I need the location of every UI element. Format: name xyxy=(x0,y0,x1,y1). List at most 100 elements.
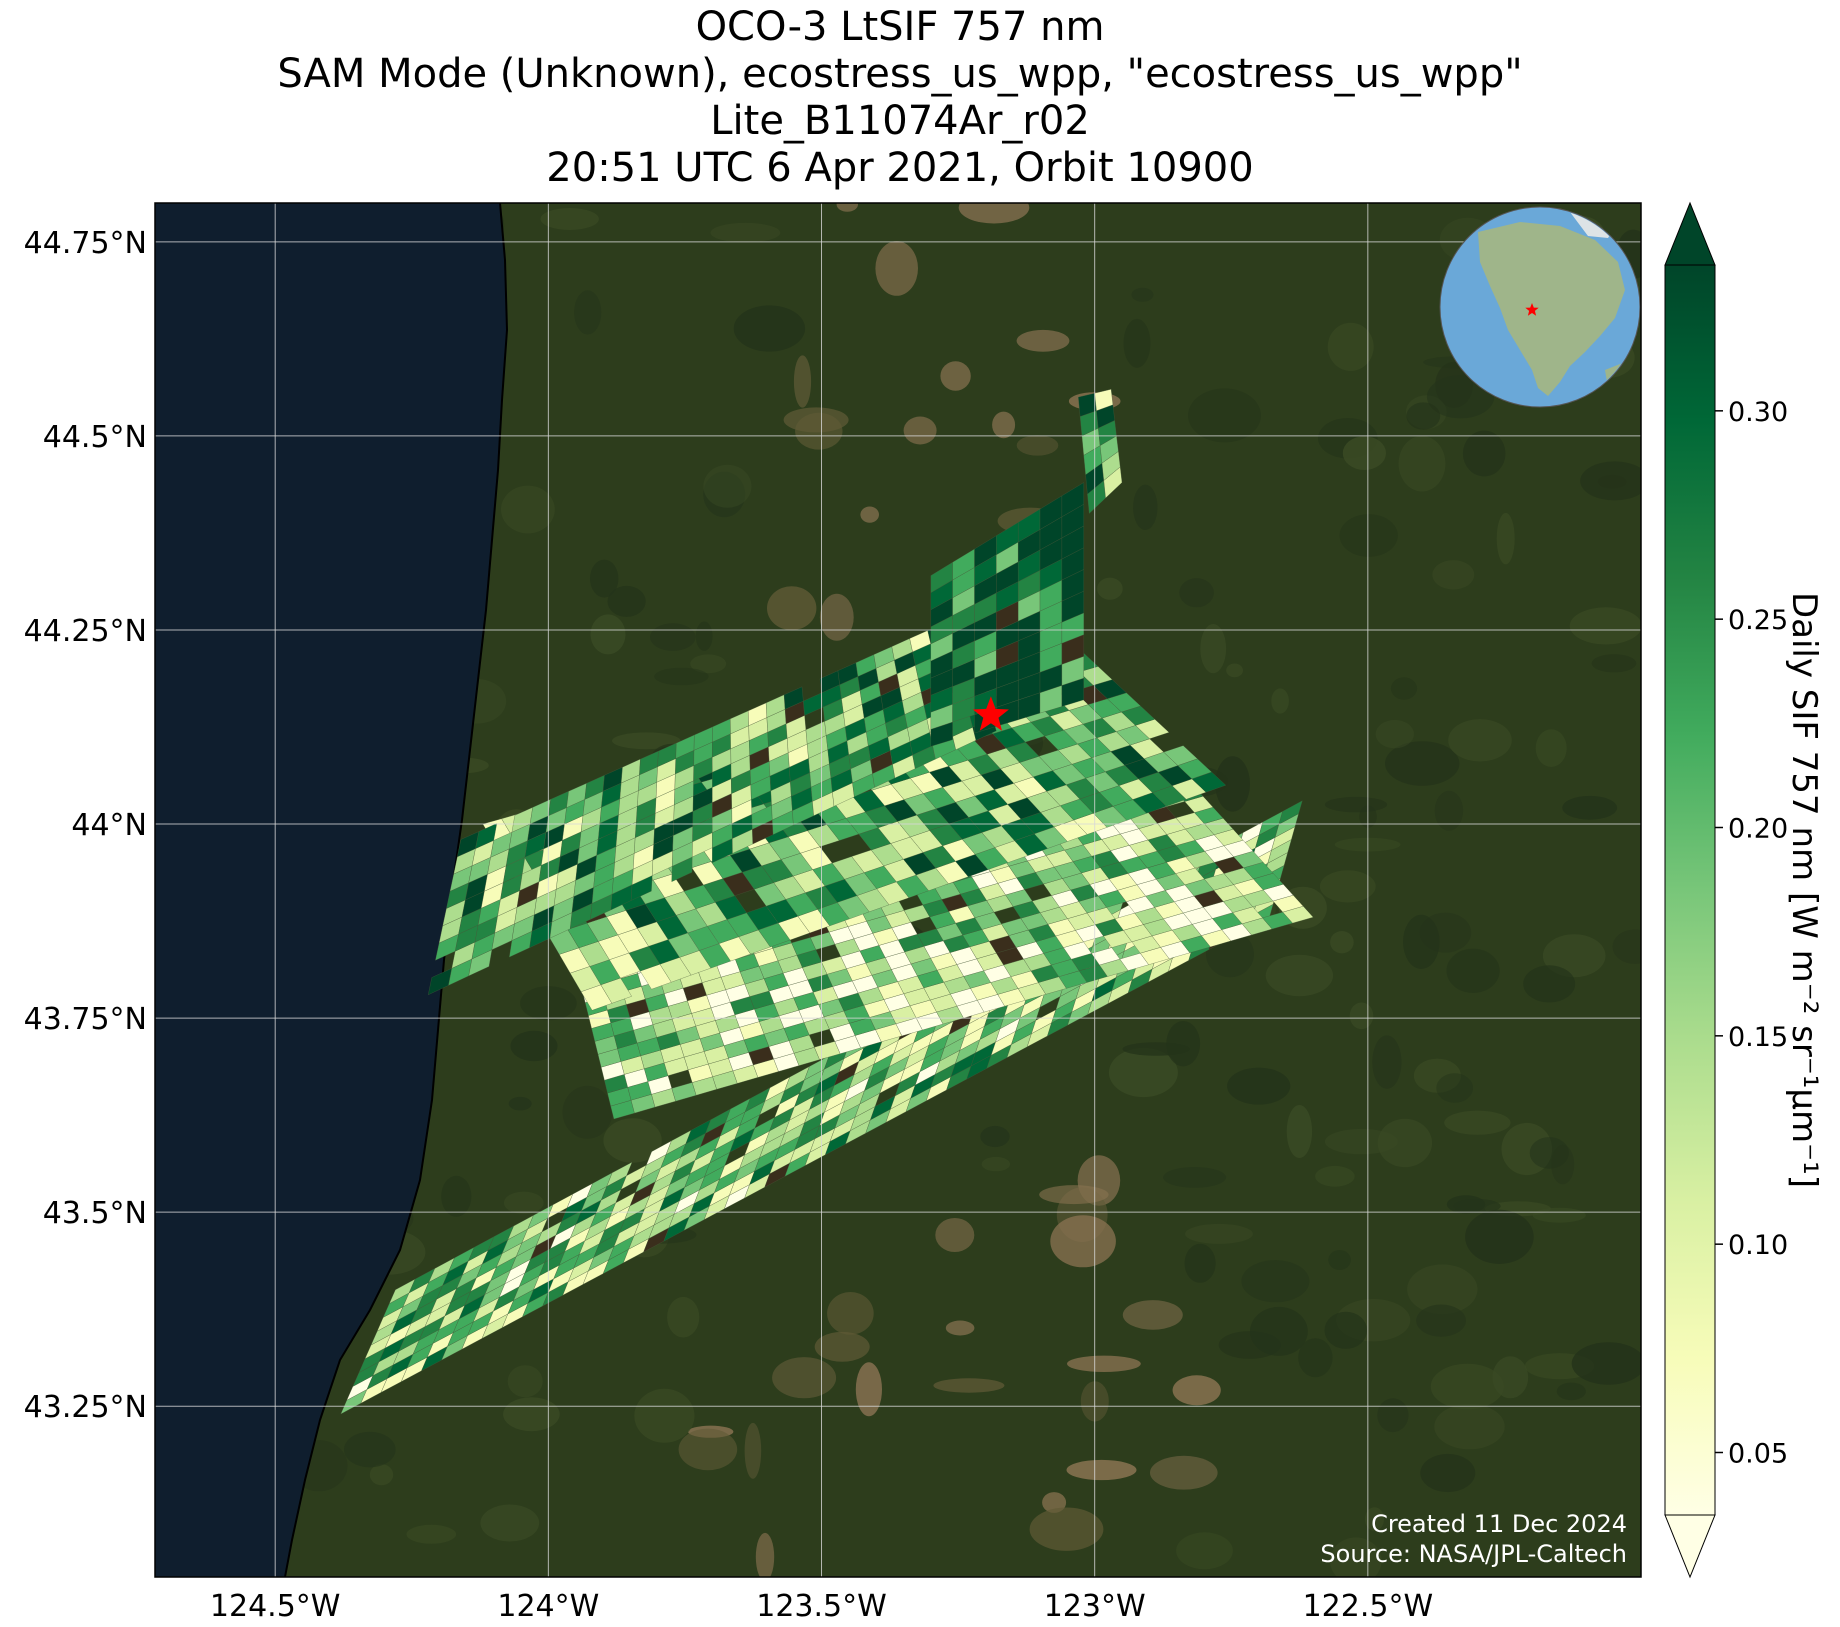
terrain-patch xyxy=(1562,795,1618,820)
terrain-patch xyxy=(1176,1532,1233,1570)
terrain-patch xyxy=(1496,512,1515,565)
terrain-patch xyxy=(958,203,1030,224)
terrain-patch xyxy=(508,1096,532,1111)
terrain-patch xyxy=(1327,322,1374,371)
terrain-patch xyxy=(406,1524,457,1544)
colorbar-extend-min xyxy=(1664,1514,1716,1579)
terrain-patch xyxy=(1050,1215,1116,1268)
terrain-patch xyxy=(1016,435,1059,456)
title-line-2: SAM Mode (Unknown), ecostress_us_wpp, "e… xyxy=(277,51,1523,97)
terrain-patch xyxy=(1426,375,1495,419)
lat-tick-labels: 44.75°N 44.5°N 44.25°N 44°N 43.75°N 43.5°N 43.… xyxy=(24,226,147,1425)
terrain-patch xyxy=(1377,1398,1409,1433)
terrain-patch xyxy=(590,614,626,655)
sif-cell xyxy=(1094,389,1114,411)
terrain-patch xyxy=(1133,484,1158,530)
terrain-patch xyxy=(855,1362,883,1417)
colorbar-tick-label: 0.20 xyxy=(1728,814,1788,845)
title-line-1: OCO-3 LtSIF 757 nm xyxy=(695,4,1105,50)
terrain-patch xyxy=(1271,688,1289,714)
terrain-patch xyxy=(1324,796,1388,813)
terrain-patch xyxy=(1330,1537,1382,1577)
lon-tick-label: 122.5°W xyxy=(1303,1589,1434,1624)
terrain-patch xyxy=(1542,934,1606,978)
terrain-patch xyxy=(1265,954,1334,997)
terrain-patch xyxy=(562,1085,613,1139)
sif-cell xyxy=(1163,745,1198,766)
terrain-patch xyxy=(510,1030,558,1062)
gridlines xyxy=(155,203,1641,1577)
colorbar-tick-label: 0.25 xyxy=(1728,605,1788,636)
terrain-patch xyxy=(940,361,971,391)
terrain-patch xyxy=(767,586,817,631)
terrain-patch xyxy=(1448,719,1512,762)
terrain-patch xyxy=(1492,1356,1529,1399)
lat-tick-label: 44°N xyxy=(71,808,147,843)
terrain-patch xyxy=(1377,1118,1433,1168)
globe-north-america xyxy=(1478,222,1625,396)
terrain-patch xyxy=(1184,1243,1216,1283)
terrain-patch xyxy=(1434,790,1464,831)
sif-cell xyxy=(475,823,497,849)
terrain-patch xyxy=(1612,929,1641,964)
terrain-patch xyxy=(793,355,812,408)
terrain-patch xyxy=(1324,1311,1368,1349)
terrain-patch xyxy=(1339,514,1398,557)
credit-block: Created 11 Dec 2024 Source: NASA/JPL-Cal… xyxy=(1320,1509,1627,1569)
terrain-patch xyxy=(574,290,602,335)
lat-tick-label: 43.25°N xyxy=(24,1390,147,1425)
terrain-patch xyxy=(814,1331,870,1362)
colorbar-ticks: 0.30 0.25 0.20 0.15 0.10 0.05 xyxy=(1715,397,1788,1470)
terrain-patch xyxy=(612,732,681,750)
created-date: Created 11 Dec 2024 xyxy=(1371,1510,1627,1538)
terrain-patch xyxy=(1328,1250,1351,1270)
ocean xyxy=(155,203,507,1577)
terrain-patch xyxy=(1569,607,1641,645)
terrain-patch xyxy=(1390,677,1418,700)
title-line-4: 20:51 UTC 6 Apr 2021, Orbit 10900 xyxy=(546,145,1254,191)
terrain-patch xyxy=(1430,1363,1504,1410)
terrain-patch xyxy=(875,241,918,296)
lat-tick-label: 44.75°N xyxy=(24,226,147,261)
terrain-patch xyxy=(1375,719,1415,749)
terrain-patch xyxy=(1407,1264,1478,1315)
terrain-patch xyxy=(650,623,696,651)
terrain-patch xyxy=(1172,1375,1221,1406)
colorbar-tick-label: 0.30 xyxy=(1728,397,1788,428)
terrain-patch xyxy=(1226,663,1243,678)
globe-star-icon xyxy=(1525,303,1539,316)
terrain-patch xyxy=(755,1532,775,1577)
terrain-patch xyxy=(1215,756,1250,812)
colorbar-extend-max xyxy=(1664,201,1716,266)
terrain-patch xyxy=(1529,1137,1569,1169)
terrain-patch xyxy=(678,1428,738,1471)
map-frame xyxy=(154,202,1642,1578)
terrain-patch xyxy=(1523,965,1576,1003)
terrain-patch xyxy=(1241,1260,1310,1303)
terrain-patch xyxy=(1434,1403,1505,1450)
terrain-patch xyxy=(1250,1306,1308,1356)
terrain-patch xyxy=(733,305,806,352)
terrain-patch xyxy=(503,1397,560,1432)
terrain-patch xyxy=(1406,402,1441,430)
terrain-patch xyxy=(1342,436,1386,470)
terrain-patch xyxy=(590,559,619,598)
terrain-patch xyxy=(603,1118,662,1163)
terrain-patch xyxy=(1398,435,1446,492)
sif-cell xyxy=(1061,482,1084,518)
terrain-patch xyxy=(607,585,646,617)
terrain-patch xyxy=(703,464,752,508)
terrain-patch xyxy=(1465,1209,1534,1264)
terrain-patch xyxy=(1150,1455,1218,1490)
terrain-patch xyxy=(1462,430,1506,477)
terrain-patch xyxy=(1122,1300,1183,1330)
terrain-patch xyxy=(860,506,879,523)
terrain-patch xyxy=(480,1504,540,1542)
terrain-patch xyxy=(1591,654,1637,673)
terrain-patch xyxy=(634,1388,695,1443)
terrain-patch xyxy=(540,208,599,230)
colorbar-body xyxy=(1664,264,1716,1516)
map-panel[interactable] xyxy=(126,192,1657,1585)
lon-tick-label: 123°W xyxy=(1044,1589,1146,1624)
lat-tick-label: 43.75°N xyxy=(24,1002,147,1037)
